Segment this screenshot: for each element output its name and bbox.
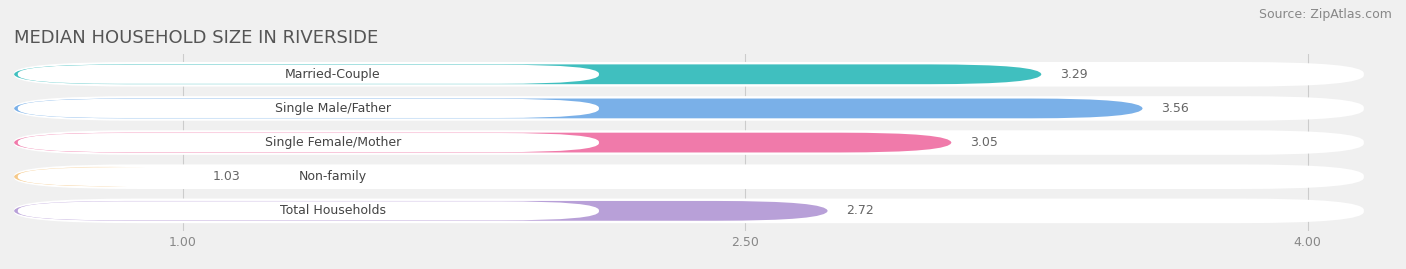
FancyBboxPatch shape [14, 133, 952, 153]
Text: 3.05: 3.05 [970, 136, 998, 149]
Text: Non-family: Non-family [298, 170, 367, 183]
Text: Total Households: Total Households [280, 204, 385, 217]
FancyBboxPatch shape [14, 201, 828, 221]
FancyBboxPatch shape [14, 64, 1042, 84]
FancyBboxPatch shape [18, 133, 599, 152]
FancyBboxPatch shape [14, 199, 1364, 223]
FancyBboxPatch shape [18, 167, 599, 186]
FancyBboxPatch shape [14, 98, 1143, 118]
FancyBboxPatch shape [14, 164, 1364, 189]
FancyBboxPatch shape [18, 65, 599, 84]
Text: MEDIAN HOUSEHOLD SIZE IN RIVERSIDE: MEDIAN HOUSEHOLD SIZE IN RIVERSIDE [14, 29, 378, 47]
Text: Married-Couple: Married-Couple [285, 68, 381, 81]
FancyBboxPatch shape [18, 99, 599, 118]
Text: 1.03: 1.03 [212, 170, 240, 183]
Text: 3.29: 3.29 [1060, 68, 1088, 81]
FancyBboxPatch shape [14, 130, 1364, 155]
FancyBboxPatch shape [14, 167, 194, 187]
Text: Single Female/Mother: Single Female/Mother [264, 136, 401, 149]
FancyBboxPatch shape [18, 201, 599, 220]
FancyBboxPatch shape [14, 62, 1364, 87]
Text: 2.72: 2.72 [846, 204, 875, 217]
Text: 3.56: 3.56 [1161, 102, 1189, 115]
Text: Single Male/Father: Single Male/Father [274, 102, 391, 115]
FancyBboxPatch shape [14, 96, 1364, 121]
Text: Source: ZipAtlas.com: Source: ZipAtlas.com [1258, 8, 1392, 21]
